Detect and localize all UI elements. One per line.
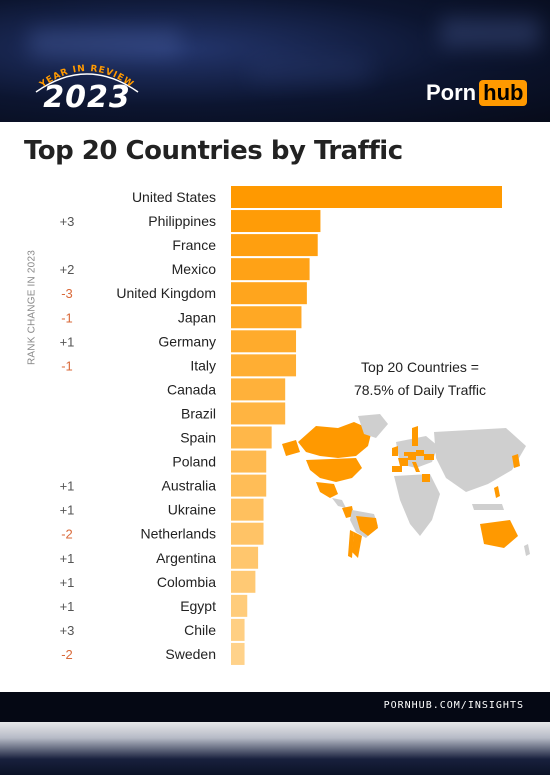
country-label: Brazil [181, 405, 216, 421]
country-label: Egypt [180, 598, 216, 614]
country-label: Spain [180, 430, 216, 446]
rank-change-label: -2 [61, 527, 73, 542]
map-usa [306, 458, 362, 482]
brand-text-left: Porn [426, 80, 477, 105]
map-brazil [356, 516, 378, 536]
rank-change-label: +3 [60, 214, 75, 229]
map-chile [348, 530, 354, 558]
rank-change-label: +3 [60, 623, 75, 638]
map-italy [412, 462, 420, 472]
rank-change-label: +1 [60, 479, 75, 494]
bar [231, 474, 267, 497]
map-canada [298, 422, 372, 458]
map-alaska [282, 440, 300, 456]
country-label: Mexico [172, 261, 217, 277]
chart-card: Top 20 Countries by Traffic RANK CHANGE … [0, 122, 550, 692]
rank-change-label: +1 [60, 334, 75, 349]
map-philippines [494, 486, 500, 498]
map-spain [392, 466, 402, 472]
bar [231, 354, 297, 377]
country-label: Colombia [157, 574, 216, 590]
country-label: United States [132, 189, 216, 205]
map-africa [394, 474, 440, 536]
bar [231, 498, 264, 521]
bar [231, 618, 245, 641]
bar-chart: United States Philippines +3 France Mexico +2… [60, 186, 502, 665]
footer-url[interactable]: PORNHUB.COM/INSIGHTS [383, 700, 524, 711]
map-netherlands [404, 452, 408, 456]
bottom-blur-background [0, 722, 550, 775]
bar [231, 426, 272, 449]
country-label: Japan [178, 309, 216, 325]
bar [231, 450, 267, 473]
bar [231, 258, 310, 281]
bar [231, 186, 502, 208]
country-label: Argentina [156, 550, 216, 566]
map-greenland [358, 414, 388, 438]
header-blur-shape [250, 60, 370, 80]
map-sweden [412, 426, 418, 446]
rank-change-label: +2 [60, 262, 75, 277]
bar [231, 234, 318, 257]
country-label: Ukraine [168, 502, 216, 518]
map-asia [434, 428, 526, 492]
country-label: Poland [172, 454, 216, 470]
rank-change-label: +1 [60, 503, 75, 518]
map-central-america [332, 498, 346, 508]
chart-title: Top 20 Countries by Traffic [24, 136, 403, 166]
country-label: Netherlands [141, 526, 217, 542]
rank-change-label: -1 [61, 358, 73, 373]
map-mexico [316, 482, 338, 498]
header-blur-shape [440, 18, 540, 48]
traffic-note-line1: Top 20 Countries = [361, 359, 479, 375]
bar [231, 642, 245, 665]
traffic-note-line2: 78.5% of Daily Traffic [353, 382, 487, 398]
country-label: Germany [158, 333, 216, 349]
traffic-note: Top 20 Countries = 78.5% of Daily Traffi… [320, 356, 520, 402]
header-blur-shape [30, 30, 180, 56]
map-argentina [352, 532, 362, 558]
rank-change-label: +1 [60, 575, 75, 590]
bar [231, 282, 307, 305]
country-label: Italy [190, 357, 216, 373]
country-label: Canada [167, 381, 216, 397]
map-france [398, 458, 408, 466]
brand-text-right: hub [479, 80, 528, 106]
map-poland [416, 450, 424, 456]
map-germany [408, 452, 416, 460]
rank-change-label: +1 [60, 599, 75, 614]
world-map [282, 414, 530, 558]
bar [231, 546, 259, 569]
bar [231, 306, 302, 329]
map-egypt [422, 474, 430, 482]
country-label: Australia [162, 478, 217, 494]
bar [231, 330, 297, 353]
country-label: France [172, 237, 216, 253]
rank-change-label: -3 [61, 286, 73, 301]
country-label: United Kingdom [116, 285, 216, 301]
country-label: Chile [184, 622, 216, 638]
rank-change-label: -1 [61, 310, 73, 325]
footer-bar: PORNHUB.COM/INSIGHTS [0, 692, 550, 722]
country-label: Sweden [165, 646, 216, 662]
bar [231, 570, 256, 593]
bar [231, 522, 264, 545]
badge-arc: YEAR IN REVIEW [35, 64, 139, 93]
rank-change-label: +1 [60, 551, 75, 566]
year-in-review-badge: YEAR IN REVIEW 2023 [28, 54, 146, 118]
map-new-zealand [524, 544, 530, 556]
rank-change-label: -2 [61, 647, 73, 662]
map-indonesia [472, 504, 504, 510]
country-label: Philippines [148, 213, 216, 229]
bar [231, 402, 286, 425]
map-ukraine [424, 454, 434, 460]
bar [231, 378, 286, 401]
map-australia [480, 520, 518, 548]
brand-logo: Porn hub [426, 80, 528, 106]
map-uk [392, 446, 398, 456]
bar [231, 210, 321, 233]
map-japan [512, 454, 520, 468]
badge-year: 2023 [43, 80, 131, 115]
bar [231, 594, 248, 617]
